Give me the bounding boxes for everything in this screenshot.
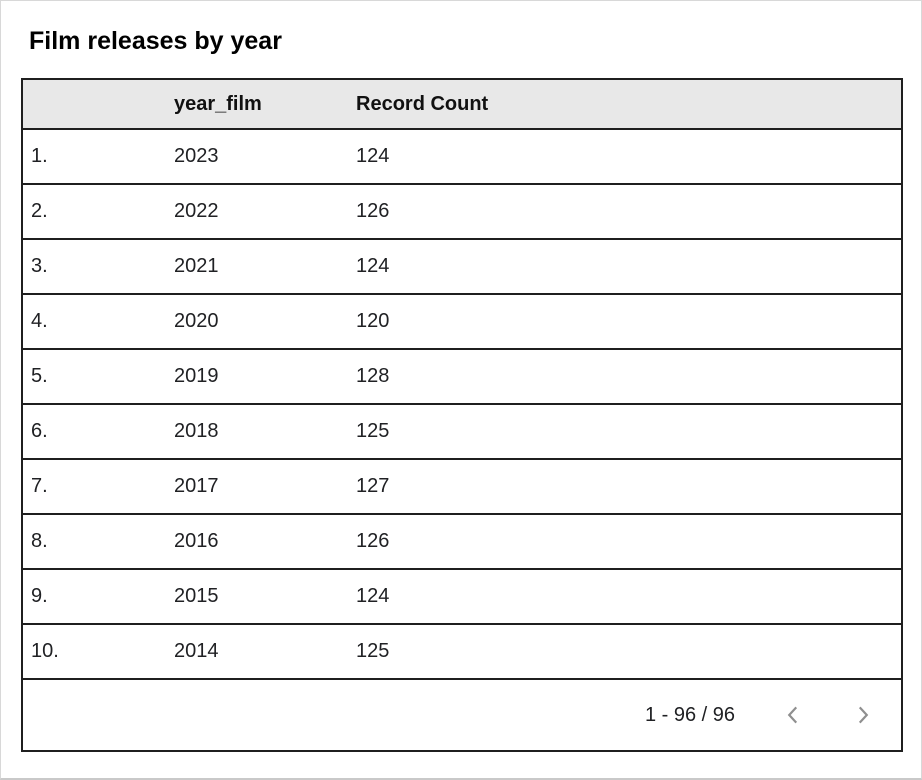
record-count-cell: 124 [341,569,902,625]
header-index [22,79,154,130]
record-count-cell: 120 [341,294,902,350]
chevron-right-icon[interactable] [849,701,877,729]
row-index-cell: 7. [22,459,154,515]
table-footer-row: 1 - 96 / 96 [22,679,902,751]
row-index-cell: 3. [22,239,154,295]
record-count-cell: 126 [341,184,902,240]
table-row: 10. 2014 125 [22,624,902,680]
record-count-cell: 124 [341,129,902,185]
record-count-cell: 126 [341,514,902,570]
table-row: 3. 2021 124 [22,239,902,295]
year-film-cell: 2014 [154,624,341,680]
row-index-cell: 2. [22,184,154,240]
year-film-cell: 2022 [154,184,341,240]
year-film-cell: 2020 [154,294,341,350]
row-index-cell: 5. [22,349,154,405]
table-row: 6. 2018 125 [22,404,902,460]
pagination-range: 1 - 96 / 96 [644,703,735,726]
year-film-cell: 2019 [154,349,341,405]
row-index-cell: 4. [22,294,154,350]
year-film-cell: 2016 [154,514,341,570]
row-index-cell: 6. [22,404,154,460]
row-index-cell: 1. [22,129,154,185]
record-count-cell: 127 [341,459,902,515]
header-record-count[interactable]: Record Count [341,79,902,130]
table-row: 5. 2019 128 [22,349,902,405]
row-index-cell: 9. [22,569,154,625]
record-count-cell: 124 [341,239,902,295]
year-film-cell: 2015 [154,569,341,625]
table-row: 9. 2015 124 [22,569,902,625]
row-index-cell: 10. [22,624,154,680]
record-count-cell: 125 [341,404,902,460]
year-film-cell: 2021 [154,239,341,295]
table-body: 1. 2023 124 2. 2022 126 3. 2021 124 4. 2020 120 5. 20… [22,129,902,680]
row-index-cell: 8. [22,514,154,570]
chevron-left-icon[interactable] [779,701,807,729]
table-row: 1. 2023 124 [22,129,902,185]
table-row: 7. 2017 127 [22,459,902,515]
data-table: year_film Record Count 1. 2023 124 2. 2022 12… [21,78,903,752]
table-row: 8. 2016 126 [22,514,902,570]
table-row: 4. 2020 120 [22,294,902,350]
table-header-row: year_film Record Count [22,79,902,130]
table-row: 2. 2022 126 [22,184,902,240]
record-count-cell: 128 [341,349,902,405]
year-film-cell: 2017 [154,459,341,515]
chart-title: Film releases by year [29,27,282,55]
year-film-cell: 2023 [154,129,341,185]
year-film-cell: 2018 [154,404,341,460]
pagination-bar: 1 - 96 / 96 [23,680,901,750]
header-year-film[interactable]: year_film [154,79,341,130]
record-count-cell: 125 [341,624,902,680]
